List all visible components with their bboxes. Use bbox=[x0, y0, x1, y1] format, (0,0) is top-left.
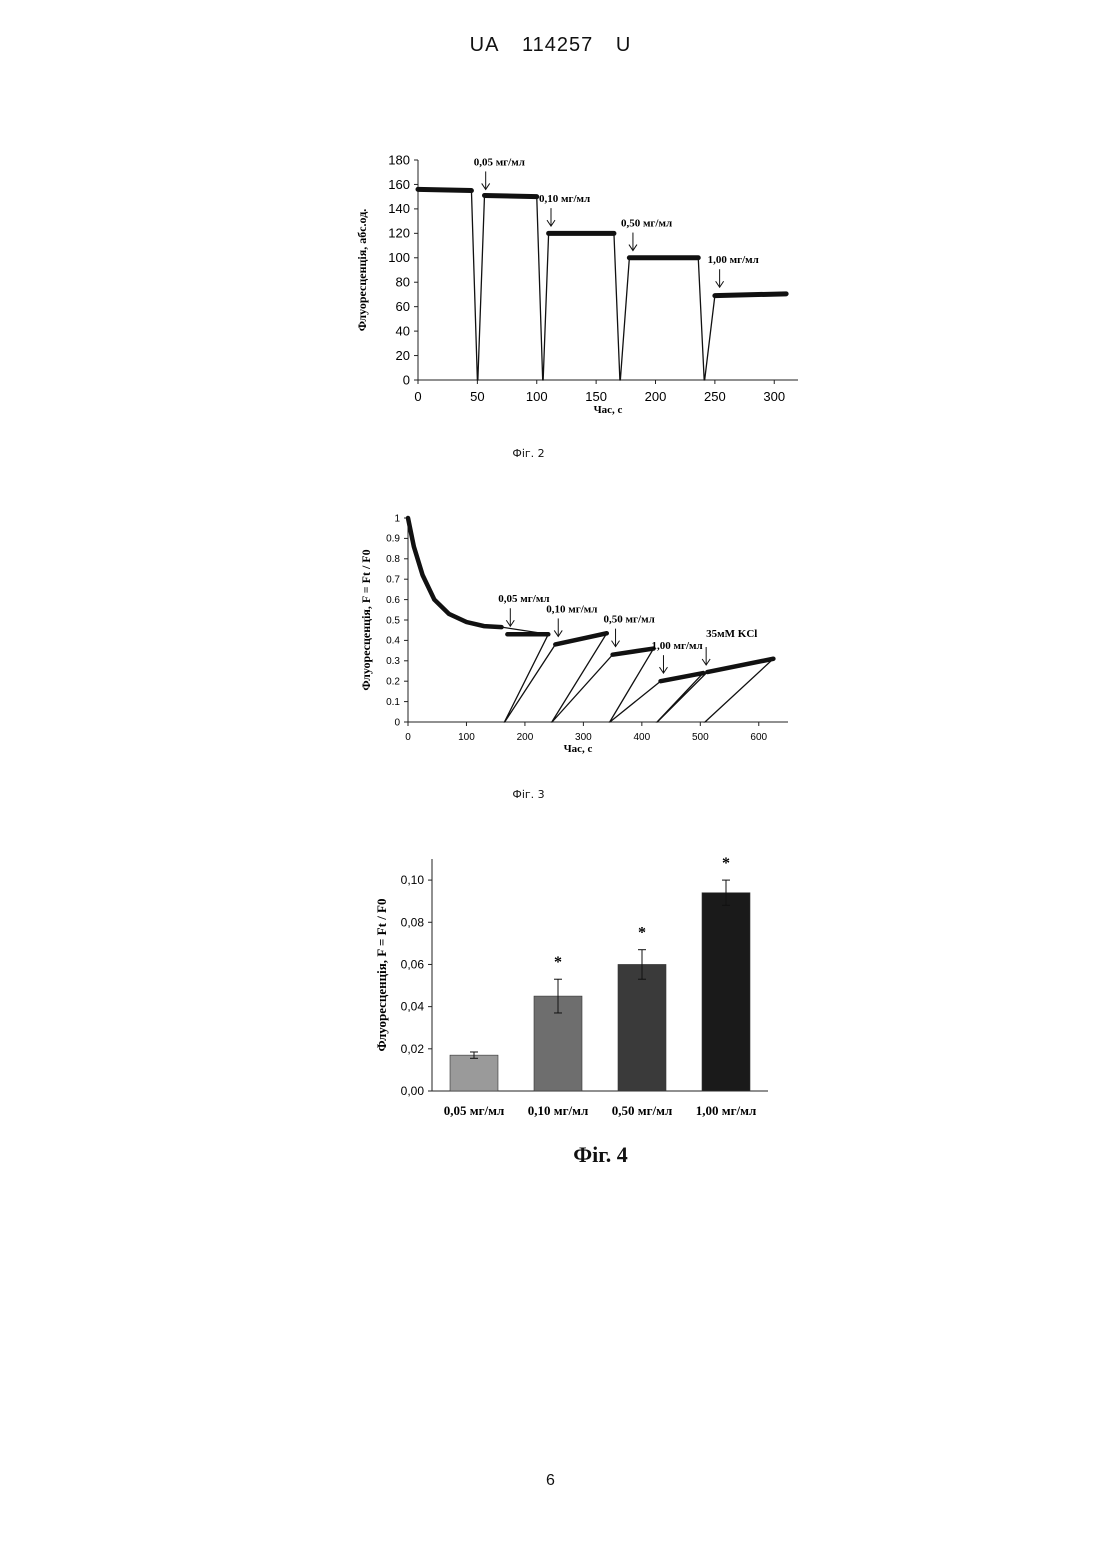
y-tick-label: 0.2 bbox=[386, 677, 400, 688]
patent-header: UA 114257 U bbox=[0, 34, 1101, 57]
figure-2-caption: Фіг. 2 bbox=[0, 447, 1079, 460]
annotation-label: 0,05 мг/мл bbox=[498, 593, 549, 605]
y-tick-label: 0,04 bbox=[401, 1000, 425, 1014]
bar bbox=[618, 964, 666, 1091]
plateau-segment bbox=[707, 659, 773, 672]
significance-star: * bbox=[554, 954, 562, 971]
y-tick-label: 40 bbox=[396, 323, 410, 338]
y-tick-label: 0.5 bbox=[386, 615, 400, 626]
y-tick-label: 0 bbox=[394, 717, 400, 728]
patent-kind: U bbox=[616, 34, 631, 56]
annotation-label: 0,10 мг/мл bbox=[546, 603, 597, 615]
x-tick-label: 150 bbox=[585, 389, 607, 404]
figure-3-chart: 0 0.1 0.2 0.3 0.4 0.5 0.6 0.7 0.8 0.9 1 0 100 200 300 4… bbox=[0, 500, 1101, 780]
significance-star: * bbox=[722, 855, 730, 872]
x-tick-label: 100 bbox=[458, 732, 475, 743]
y-tick-label: 160 bbox=[388, 177, 410, 192]
x-tick-label: 200 bbox=[645, 389, 667, 404]
plateau-segment bbox=[485, 195, 537, 196]
y-tick-label: 0.4 bbox=[386, 636, 400, 647]
annotation-label: 0,10 мг/мл bbox=[539, 193, 590, 205]
y-axis-label: Флуоресценція, F = Ft / F0 bbox=[374, 899, 389, 1052]
patent-number: 114257 bbox=[522, 34, 593, 56]
y-tick-label: 140 bbox=[388, 201, 410, 216]
x-tick-label: 50 bbox=[470, 389, 484, 404]
decay-segment bbox=[408, 518, 502, 627]
plateau-segment bbox=[555, 633, 606, 644]
x-axis-label: Час, с bbox=[594, 404, 623, 416]
y-tick-label: 0,10 bbox=[401, 873, 425, 887]
y-tick-label: 20 bbox=[396, 348, 410, 363]
y-tick-label: 0.1 bbox=[386, 697, 400, 708]
y-tick-label: 0.8 bbox=[386, 554, 400, 565]
annotation-label: 0,50 мг/мл bbox=[621, 218, 672, 230]
y-tick-label: 0.7 bbox=[386, 575, 400, 586]
y-tick-label: 1 bbox=[394, 513, 400, 524]
x-tick-label: 0 bbox=[414, 389, 421, 404]
x-tick-label: 0 bbox=[405, 732, 411, 743]
y-tick-label: 0.3 bbox=[386, 656, 400, 667]
annotation-label: 1,00 мг/мл bbox=[651, 640, 702, 652]
plateau-segment bbox=[613, 649, 654, 655]
y-tick-label: 0,00 bbox=[401, 1084, 425, 1098]
annotation-label: 35мМ KCl bbox=[706, 628, 757, 640]
x-tick-label: 400 bbox=[634, 732, 651, 743]
x-axis-label: Час, с bbox=[564, 743, 593, 755]
annotation-label: 0,50 мг/мл bbox=[604, 614, 655, 626]
y-tick-label: 0,02 bbox=[401, 1042, 425, 1056]
bar bbox=[702, 893, 750, 1091]
x-tick-label: 300 bbox=[575, 732, 592, 743]
y-tick-label: 100 bbox=[388, 250, 410, 265]
x-category-label: 0,50 мг/мл bbox=[612, 1103, 673, 1118]
bar bbox=[450, 1055, 498, 1091]
y-tick-label: 0,06 bbox=[401, 957, 425, 971]
x-tick-label: 300 bbox=[763, 389, 785, 404]
plateau-segment bbox=[418, 189, 471, 190]
x-category-label: 1,00 мг/мл bbox=[696, 1103, 757, 1118]
figure-4-caption: Фіг. 4 bbox=[50, 1142, 1101, 1168]
y-tick-label: 0 bbox=[403, 372, 410, 387]
page-number: 6 bbox=[0, 1472, 1101, 1490]
x-tick-label: 200 bbox=[517, 732, 534, 743]
series-trace bbox=[418, 189, 786, 380]
patent-office: UA bbox=[470, 34, 500, 56]
y-tick-label: 0.6 bbox=[386, 595, 400, 606]
x-tick-label: 250 bbox=[704, 389, 726, 404]
x-tick-label: 600 bbox=[750, 732, 767, 743]
significance-star: * bbox=[638, 925, 646, 942]
y-tick-label: 60 bbox=[396, 299, 410, 314]
x-tick-label: 500 bbox=[692, 732, 709, 743]
y-tick-label: 80 bbox=[396, 275, 410, 290]
annotation-label: 0,05 мг/мл bbox=[474, 156, 525, 168]
figure-3-caption: Фіг. 3 bbox=[0, 788, 1079, 801]
figure-2-chart: 0 20 40 60 80 100 120 140 160 180 0 50 100 150 200 250 3… bbox=[0, 140, 1101, 440]
annotation-label: 1,00 мг/мл bbox=[708, 254, 759, 266]
y-tick-label: 0.9 bbox=[386, 534, 400, 545]
figure-4-chart: 0,00 0,02 0,04 0,06 0,08 0,10 Флуоресценція, F… bbox=[0, 845, 1101, 1135]
y-tick-label: 180 bbox=[388, 152, 410, 167]
plateau-segment bbox=[715, 294, 786, 296]
x-category-label: 0,10 мг/мл bbox=[528, 1103, 589, 1118]
x-category-label: 0,05 мг/мл bbox=[444, 1103, 505, 1118]
y-tick-label: 120 bbox=[388, 226, 410, 241]
y-axis-label: Флуоресценція, абс.од. bbox=[355, 209, 369, 332]
x-tick-label: 100 bbox=[526, 389, 548, 404]
y-axis-label: Флуоресценція, F = Ft / F0 bbox=[359, 549, 373, 690]
y-tick-label: 0,08 bbox=[401, 915, 425, 929]
